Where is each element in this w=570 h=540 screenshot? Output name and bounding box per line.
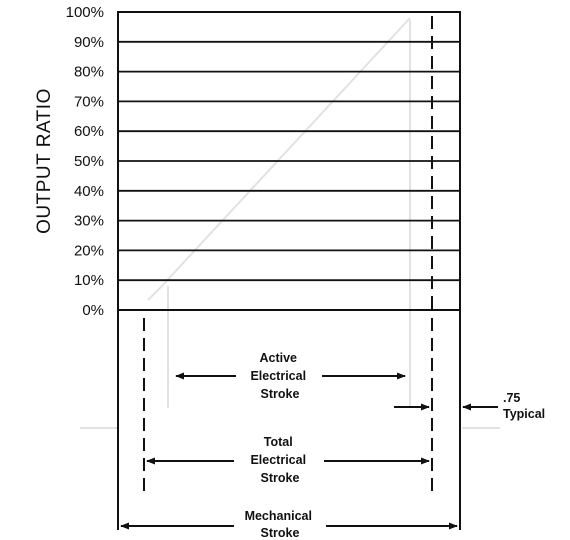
active-stroke-line-2: Electrical — [250, 369, 306, 383]
y-tick-label: 50% — [74, 153, 104, 170]
typical-line-2: Typical — [503, 407, 545, 421]
y-tick-label: 100% — [66, 4, 104, 21]
total-stroke-label: Total Electrical Stroke — [250, 435, 309, 485]
y-tick-label: 10% — [74, 272, 104, 289]
active-stroke-label: Active Electrical Stroke — [250, 351, 309, 401]
y-tick-label: 60% — [74, 123, 104, 140]
active-stroke-line-1: Active — [259, 351, 297, 365]
mechanical-stroke-line-2: Stroke — [261, 526, 300, 540]
total-stroke-line-1: Total — [264, 435, 293, 449]
y-tick-label: 70% — [74, 93, 104, 110]
faint-background-traces — [80, 17, 500, 429]
total-stroke-line-2: Electrical — [250, 453, 306, 467]
mechanical-stroke-label: Mechanical Stroke — [245, 509, 316, 540]
y-tick-label: 0% — [82, 302, 104, 319]
mechanical-stroke-line-1: Mechanical — [245, 509, 312, 523]
y-tick-label: 80% — [74, 64, 104, 81]
typical-label: .75 Typical — [503, 391, 545, 421]
y-tick-label: 40% — [74, 183, 104, 200]
gridlines — [118, 40, 460, 282]
y-tick-label: 90% — [74, 34, 104, 51]
typical-line-1: .75 — [503, 391, 520, 405]
active-stroke-line-3: Stroke — [261, 387, 300, 401]
y-tick-label: 20% — [74, 242, 104, 259]
y-tick-labels: 100% 90% 80% 70% 60% 50% 40% 30% 20% 10% 0% — [66, 4, 104, 319]
y-axis-label: OUTPUT RATIO — [34, 88, 55, 234]
total-stroke-line-3: Stroke — [261, 471, 300, 485]
y-tick-label: 30% — [74, 213, 104, 230]
